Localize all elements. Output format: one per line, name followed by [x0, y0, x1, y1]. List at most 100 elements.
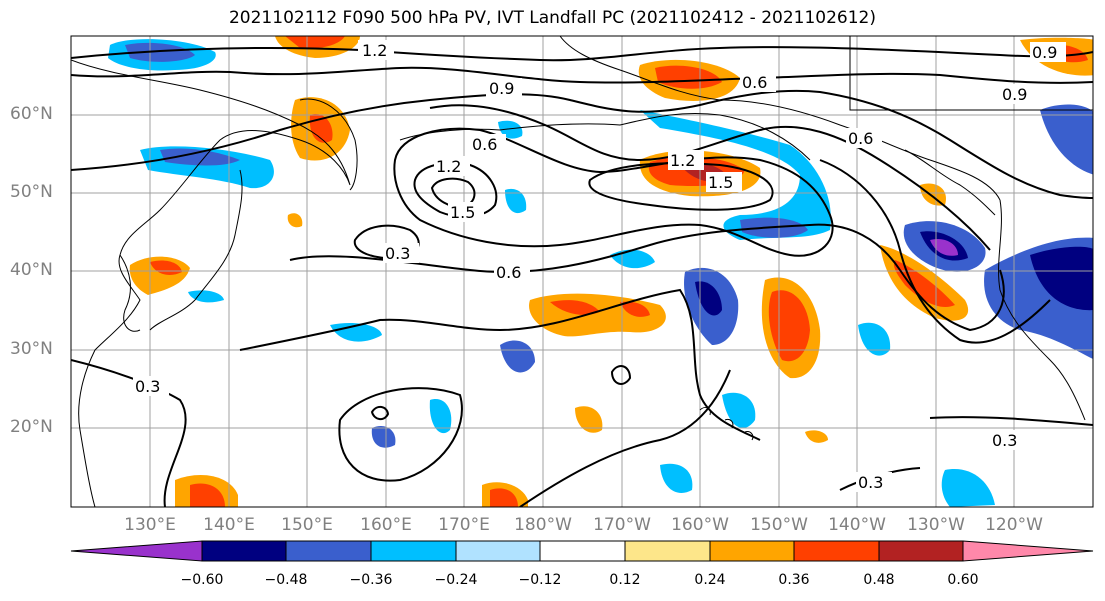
contour-label: 0.3	[992, 431, 1017, 450]
neg-anomaly-blob	[941, 469, 995, 507]
kamchatka-coastline	[299, 98, 358, 191]
map-border	[70, 35, 1094, 508]
lon-label: 140°W	[828, 515, 886, 535]
korea-coastline	[119, 254, 141, 332]
lat-label: 30°N	[10, 339, 53, 359]
lat-label: 60°N	[10, 104, 53, 124]
colorbar-segment	[539, 540, 626, 562]
contour-label: 0.3	[135, 377, 160, 396]
contour-small-loop	[610, 365, 632, 385]
pv-anomaly-shading	[108, 39, 1093, 507]
neg-anomaly-blob	[500, 340, 535, 373]
contour-0.9-north	[71, 66, 1093, 84]
colorbar-tick-label: 0.24	[694, 572, 726, 588]
lon-label: 130°E	[124, 515, 176, 535]
contour-0.6-main	[71, 89, 1093, 199]
lon-label: 120°W	[985, 515, 1043, 535]
contour-1.2-closed	[393, 127, 834, 257]
neg-anomaly-blob	[660, 463, 693, 493]
contour-small-loop	[370, 406, 390, 420]
pos-anomaly-blob	[620, 301, 650, 317]
colorbar-tick-label: 0.48	[863, 572, 895, 588]
contour-label: 1.5	[450, 203, 475, 222]
lon-label: 130°W	[907, 515, 965, 535]
lon-label: 170°W	[593, 515, 651, 535]
alaska-coastline	[559, 36, 1001, 201]
lat-label: 40°N	[10, 260, 53, 280]
pos-anomaly-blob	[575, 406, 603, 433]
colorbar-segment	[624, 540, 711, 562]
neg-anomaly-blob	[125, 42, 195, 62]
colorbar-segment	[878, 540, 964, 562]
contour-0.3-south	[71, 288, 761, 507]
contour-0.3-east	[929, 416, 1093, 426]
contour-0.6-trough	[819, 159, 1051, 344]
bc-coast	[904, 149, 996, 216]
colorbar-segment	[709, 540, 795, 562]
contour-label: 0.6	[848, 129, 873, 148]
colorbar-segment	[793, 540, 880, 562]
colorbar-tick-label: −0.12	[518, 572, 562, 588]
contour-label: 1.2	[436, 157, 461, 176]
contour-0.3-center	[519, 369, 731, 507]
pos-anomaly-blob	[190, 483, 225, 507]
north-america-coastline	[998, 199, 1086, 421]
contour-label: 0.3	[385, 244, 410, 263]
contour-0.3-loop	[338, 387, 463, 482]
colorbar-segment-high	[962, 540, 1094, 562]
pos-anomaly-blob	[287, 213, 303, 228]
pos-anomaly-blob	[893, 260, 955, 308]
colorbar-segment	[455, 540, 541, 562]
neg-anomaly-blob	[722, 392, 756, 428]
neg-anomaly-blob	[1040, 104, 1093, 175]
lon-label: 170°E	[438, 515, 490, 535]
colorbar-tick-label: −0.60	[180, 572, 224, 588]
contour-label: 1.2	[670, 151, 695, 170]
colorbar-tick-label: 0.36	[778, 572, 810, 588]
pos-anomaly-blob	[490, 488, 518, 507]
neg-anomaly-blob	[505, 188, 527, 214]
neg-anomaly-blob	[640, 110, 831, 240]
colorbar-tick-label: −0.24	[434, 572, 478, 588]
pos-anomaly-blob	[550, 300, 600, 315]
neg-anomaly-blob	[695, 281, 722, 316]
contour-label: 1.5	[708, 173, 733, 192]
contour-label: 0.9	[1002, 85, 1027, 104]
colorbar-tick-label: 0.60	[947, 572, 979, 588]
contour-label: 0.6	[496, 263, 521, 282]
contour-label: 0.3	[858, 473, 883, 492]
neg-anomaly-blob	[371, 425, 396, 448]
contour-labels: 1.2 0.9 0.6 0.9 0.6 1.2 1.5 0.3 0.6 1.2 …	[133, 40, 1066, 492]
colorbar	[70, 540, 1094, 562]
colorbar-segment-low	[70, 540, 203, 562]
colorbar-tick-label: 0.12	[609, 572, 641, 588]
pv-contours	[71, 46, 1093, 507]
neg-anomaly-blob	[930, 238, 958, 256]
lon-label: 180°W	[514, 515, 572, 535]
contour-1.8-west	[430, 177, 476, 208]
contour-label: 1.2	[362, 41, 387, 60]
lon-label: 150°E	[281, 515, 333, 535]
neg-anomaly-blob	[858, 322, 891, 356]
pos-anomaly-blob	[285, 36, 345, 49]
colorbar-segment	[285, 540, 372, 562]
contour-label: 0.9	[1032, 43, 1057, 62]
colorbar-segment	[370, 540, 457, 562]
canada-border	[849, 36, 1093, 111]
contour-1.2-north	[71, 46, 1093, 62]
colorbar-tick-label: −0.36	[349, 572, 393, 588]
pos-anomaly-blob	[920, 183, 946, 206]
lon-label: 160°E	[360, 515, 412, 535]
japan-coastline	[149, 169, 243, 331]
neg-anomaly-blob	[1030, 246, 1093, 311]
pos-anomaly-blob	[655, 65, 722, 89]
neg-anomaly-blob	[188, 290, 224, 303]
map-gridlines	[71, 36, 1093, 507]
lon-label: 150°W	[750, 515, 808, 535]
contour-0.6-south	[289, 223, 1005, 332]
neg-anomaly-blob	[160, 148, 240, 166]
lat-label: 50°N	[10, 182, 53, 202]
map-title: 2021102112 F090 500 hPa PV, IVT Landfall…	[228, 8, 876, 28]
colorbar-segment	[201, 540, 287, 562]
